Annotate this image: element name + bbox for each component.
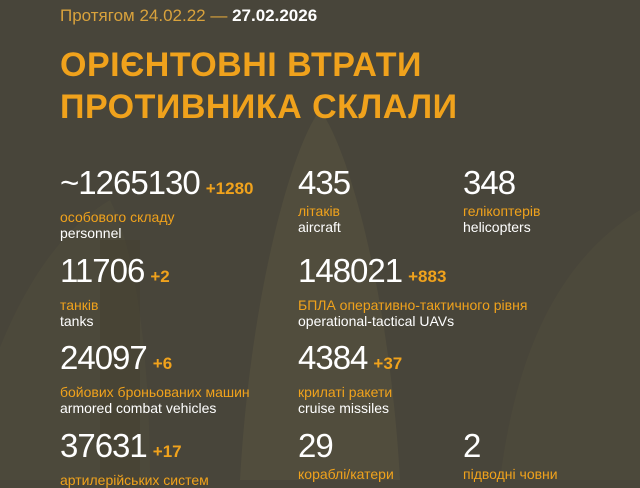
value: ~1265130 (60, 164, 201, 201)
stat-label-ua: гелікоптерів (463, 203, 541, 219)
page-title: ОРІЄНТОВНІ ВТРАТИ ПРОТИВНИКА СКЛАЛИ (60, 44, 458, 128)
stat-armored-combat-vehicles: 24097 +6 бойових броньованих машин armored … (60, 341, 250, 417)
stat-delta: +6 (152, 354, 173, 373)
stat-label-en: cruise missiles (298, 400, 390, 416)
value: 435 (298, 164, 351, 201)
stat-delta: +37 (373, 354, 403, 373)
stat-label-ua: танків (60, 297, 99, 313)
value: 148021 (298, 252, 403, 289)
stat-tanks: 11706 +2 танків tanks (60, 254, 170, 330)
stat-personnel: ~1265130 +1280 особового складу personnel (60, 166, 254, 242)
stat-value: 24097 +6 (60, 341, 250, 381)
stat-value: 11706 +2 (60, 254, 170, 294)
stat-label-ua: кораблі/катери (298, 466, 394, 482)
stat--: 37631 +17 артилерійських систем (60, 429, 209, 488)
stat-label-en: aircraft (298, 219, 341, 235)
stat-label-ua: бойових броньованих машин (60, 384, 250, 400)
value: 348 (463, 164, 516, 201)
stat-delta: +2 (150, 267, 170, 286)
title-line-1: ОРІЄНТОВНІ ВТРАТИ (60, 46, 422, 84)
stat-value: 37631 +17 (60, 429, 209, 469)
stat-label-en: armored combat vehicles (60, 400, 217, 416)
stat-label-ua: підводні човни (463, 466, 558, 482)
value: 4384 (298, 339, 368, 376)
stat-label-en: personnel (60, 225, 122, 241)
period-end: 27.02.2026 (232, 6, 318, 25)
stat-value: ~1265130 +1280 (60, 166, 254, 206)
stat-value: 148021 +883 (298, 254, 527, 294)
value: 2 (463, 427, 481, 464)
stat-label-ua: артилерійських систем (60, 472, 209, 488)
stat-delta: +1280 (205, 179, 254, 198)
stat-aircraft: 435 літаків aircraft (298, 164, 351, 236)
stat-label-ua: крилаті ракети (298, 384, 393, 400)
stat--: 29 кораблі/катери (298, 429, 394, 483)
stat--: 2 підводні човни (463, 429, 558, 483)
stat-label-en: operational-tactical UAVs (298, 313, 455, 329)
stat-value: 435 (298, 164, 351, 201)
value: 37631 (60, 427, 148, 464)
stat-label-ua: БПЛА оперативно-тактичного рівня (298, 297, 528, 313)
stat-label-ua: особового складу (60, 209, 175, 225)
stat-label-en: tanks (60, 313, 94, 329)
value: 11706 (60, 252, 145, 289)
value: 29 (298, 427, 334, 464)
value: 24097 (60, 339, 148, 376)
stat-operational-tactical-uavs: 148021 +883 БПЛА оперативно-тактичного рів… (298, 254, 528, 330)
stat-value: 2 (463, 429, 558, 463)
period-text: Протягом 24.02.22 — 27.02.2026 (60, 6, 317, 26)
period-start: Протягом 24.02.22 — (60, 6, 228, 25)
stat-value: 4384 +37 (298, 341, 402, 381)
stat-helicopters: 348 гелікоптерів helicopters (463, 166, 541, 236)
stat-value: 348 (463, 166, 540, 200)
stat-cruise-missiles: 4384 +37 крилаті ракети cruise missiles (298, 341, 402, 417)
stat-value: 29 (298, 429, 394, 463)
title-line-2: ПРОТИВНИКА СКЛАЛИ (60, 88, 458, 126)
stat-delta: +883 (408, 267, 447, 286)
stat-delta: +17 (152, 442, 182, 461)
stat-label-en: helicopters (463, 219, 531, 235)
stat-label-ua: літаків (298, 203, 340, 219)
